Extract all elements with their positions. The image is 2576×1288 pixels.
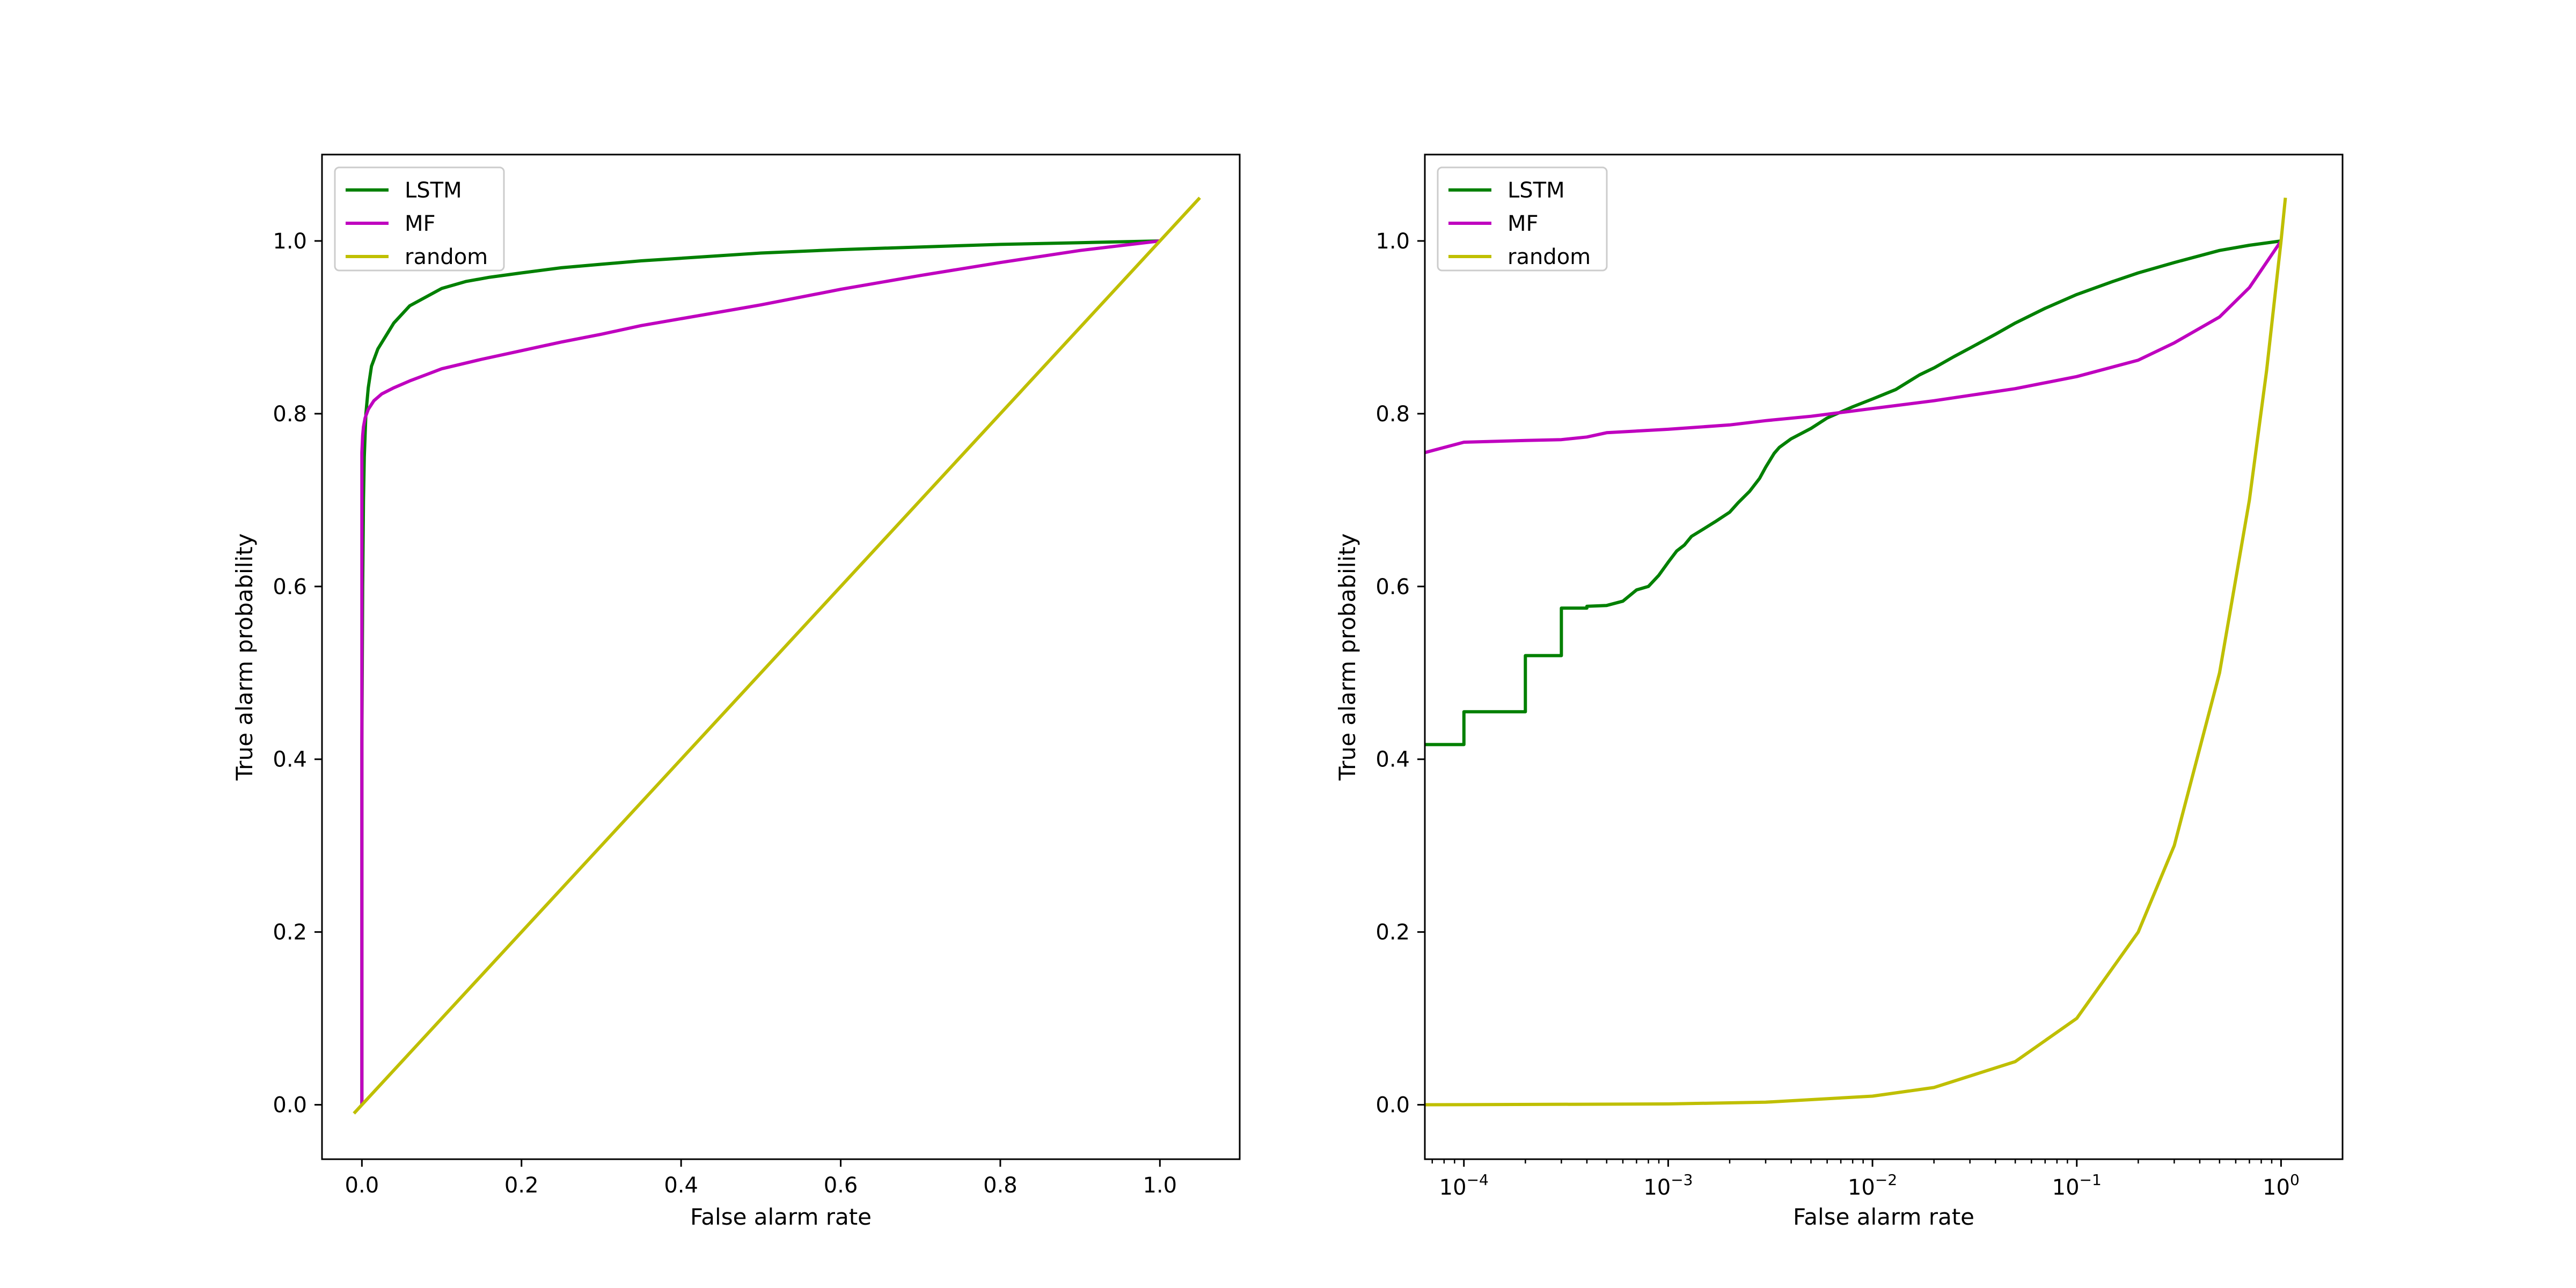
right-x-axis-label: False alarm rate xyxy=(1793,1204,1974,1230)
left-legend: LSTM MF random xyxy=(334,166,505,272)
right-legend-label-mf: MF xyxy=(1507,211,1539,236)
right-y-tick-label: 0.0 xyxy=(1375,1093,1410,1118)
right-axes-frame xyxy=(1424,153,2344,1160)
left-x-tick-label: 0.8 xyxy=(983,1173,1018,1198)
right-plot-lines xyxy=(1425,197,2287,1107)
left-x-tick-label: 1.0 xyxy=(1143,1173,1177,1198)
left-y-tick-label: 0.2 xyxy=(273,920,307,945)
left-legend-label-lstm: LSTM xyxy=(405,178,462,203)
right-y-tick-label: 0.4 xyxy=(1375,748,1410,772)
left-series-lstm xyxy=(360,239,1160,1105)
right-series-lstm xyxy=(1425,239,2281,747)
right-y-tick-label: 1.0 xyxy=(1375,229,1410,254)
left-x-tick-label: 0.0 xyxy=(345,1173,379,1198)
left-x-tick-label: 0.4 xyxy=(664,1173,698,1198)
left-y-ticks: 0.0 0.2 0.4 0.6 0.8 1.0 xyxy=(273,229,322,1118)
left-y-tick-label: 0.0 xyxy=(273,1093,307,1118)
left-x-tick-label: 0.6 xyxy=(824,1173,858,1198)
right-x-tick-label: 10−4 xyxy=(1439,1171,1489,1200)
right-y-tick-label: 0.6 xyxy=(1375,575,1410,599)
right-roc-log-panel: 10−4 10−3 10−2 10−1 100 0.0 0.2 0.4 0.6 0.8 1.0 F… xyxy=(1334,153,2344,1230)
left-y-tick-label: 0.4 xyxy=(273,748,307,772)
left-y-tick-label: 0.8 xyxy=(273,402,307,427)
left-y-tick-label: 0.6 xyxy=(273,575,307,599)
left-roc-panel: 0.0 0.2 0.4 0.6 0.8 1.0 0.0 0.2 0.4 0.6 0.8 1.0 Fa… xyxy=(231,153,1241,1230)
left-x-tick-label: 0.2 xyxy=(504,1173,539,1198)
left-x-axis-label: False alarm rate xyxy=(690,1204,872,1230)
right-y-tick-label: 0.8 xyxy=(1375,402,1410,427)
right-x-tick-label: 10−3 xyxy=(1643,1171,1693,1200)
left-legend-box xyxy=(334,166,505,272)
left-y-tick-label: 1.0 xyxy=(273,229,307,254)
left-axes-frame xyxy=(321,153,1241,1160)
left-y-axis-label: True alarm probability xyxy=(231,533,258,781)
left-series-random xyxy=(353,196,1201,1115)
right-legend-label-lstm: LSTM xyxy=(1507,178,1565,203)
right-legend-box xyxy=(1437,166,1608,272)
left-legend-label-random: random xyxy=(405,245,488,269)
right-y-ticks: 0.0 0.2 0.4 0.6 0.8 1.0 xyxy=(1375,229,1425,1118)
left-plot-lines xyxy=(353,196,1201,1115)
right-legend: LSTM MF random xyxy=(1437,166,1608,272)
left-series-mf xyxy=(360,239,1160,1105)
right-x-tick-label: 10−2 xyxy=(1848,1171,1897,1200)
right-y-tick-label: 0.2 xyxy=(1375,920,1410,945)
right-legend-label-random: random xyxy=(1507,245,1591,269)
left-legend-label-mf: MF xyxy=(405,211,436,236)
right-y-axis-label: True alarm probability xyxy=(1334,533,1360,781)
right-series-mf xyxy=(1425,240,2282,455)
left-x-ticks: 0.0 0.2 0.4 0.6 0.8 1.0 xyxy=(345,1159,1177,1198)
right-x-tick-label: 100 xyxy=(2263,1171,2300,1200)
right-x-ticks: 10−4 10−3 10−2 10−1 100 xyxy=(1431,1159,2300,1200)
right-series-random xyxy=(1425,197,2287,1107)
right-x-tick-label: 10−1 xyxy=(2052,1171,2102,1200)
